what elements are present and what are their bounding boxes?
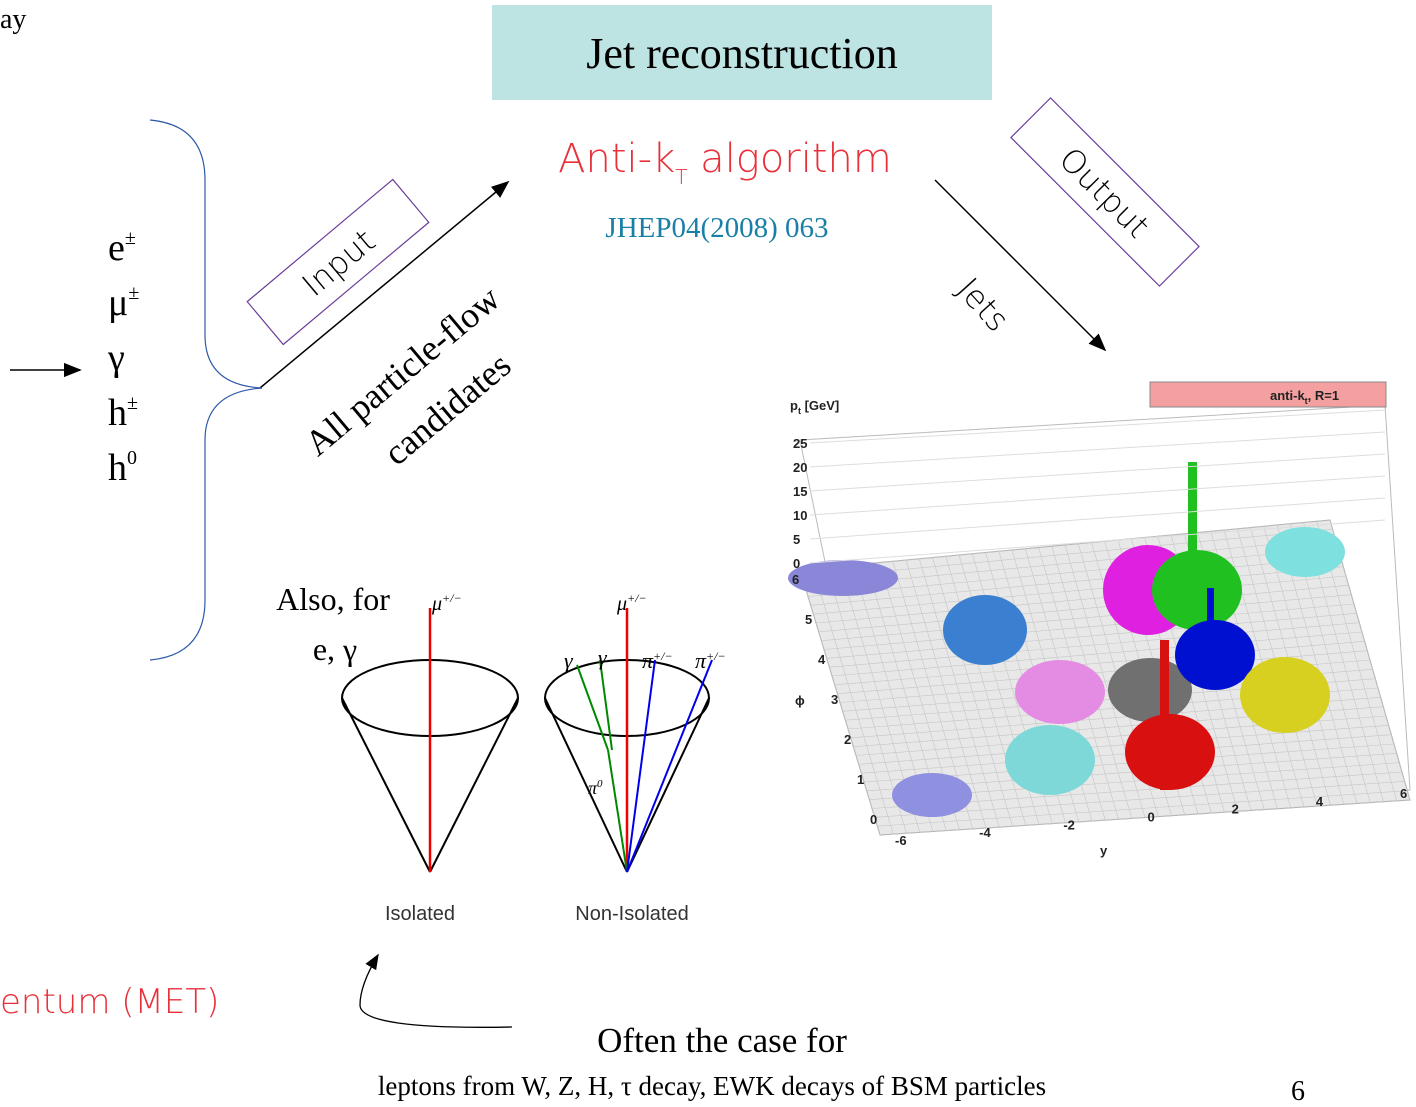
title: Jet reconstruction	[586, 29, 898, 78]
y-tick-label: 2	[1232, 802, 1239, 817]
particle-sup: ±	[125, 227, 136, 249]
z-tick-label: 5	[793, 532, 800, 547]
z-tick-label: 20	[793, 460, 807, 475]
pion-1-sup: +/−	[653, 649, 673, 663]
photon-1: γ	[564, 648, 574, 673]
particle-sup: ±	[128, 282, 139, 304]
particle-base: h	[108, 392, 127, 434]
particle: e±	[108, 227, 136, 269]
phi-tick-label: 2	[844, 732, 851, 747]
algorithm-name: Anti-kT algorithm	[558, 136, 892, 189]
page: ay Jet reconstruction Anti-kT algorithm …	[0, 0, 1416, 1107]
y-tick-label: 4	[1316, 794, 1324, 809]
z-tick-label: 15	[793, 484, 807, 499]
isolated-cone	[342, 608, 518, 872]
pion-0-sup: 0	[597, 778, 603, 790]
legend-suffix: , R=1	[1308, 388, 1339, 403]
algorithm-base: Anti-k	[558, 136, 675, 182]
input-arrow	[260, 182, 508, 388]
particle-sup: 0	[127, 447, 137, 469]
output-label: Output	[1052, 140, 1157, 245]
isolated-label: Isolated	[385, 903, 455, 925]
iso-muon-sup: +/−	[442, 591, 462, 605]
particle-base: μ	[108, 282, 128, 324]
note-line2: leptons from W, Z, H, τ decay, EWK decay…	[378, 1071, 1046, 1101]
phi-tick-label: 0	[870, 812, 877, 827]
particle-base: e	[108, 227, 125, 269]
phi-tick-label: 5	[805, 612, 812, 627]
phi-tick-label: 3	[831, 692, 838, 707]
phi-tick-label: 4	[818, 652, 826, 667]
pion-2: π+/−	[695, 648, 726, 673]
z-tick-label: 0	[793, 556, 800, 571]
z-tick-label: 25	[793, 436, 807, 451]
algorithm-subscript: T	[675, 165, 687, 189]
corner-text: ay	[0, 4, 26, 35]
iso-muon-base: μ	[431, 593, 442, 615]
z-label: pt [GeV]	[790, 398, 839, 416]
y-tick-label: 6	[1400, 786, 1407, 801]
particle: h±	[108, 392, 138, 434]
particle-base: h	[108, 447, 127, 489]
photon-2: γ	[598, 645, 608, 670]
legend-box	[1150, 382, 1386, 407]
note-line1: Often the case for	[597, 1021, 847, 1060]
particle: μ±	[108, 282, 139, 324]
phi-label: ϕ	[795, 693, 805, 708]
z-label-base: p	[790, 398, 798, 413]
input-tag: Input	[247, 179, 429, 344]
z-tick-label: 10	[793, 508, 807, 523]
slide: ay Jet reconstruction Anti-kT algorithm …	[0, 0, 1416, 1107]
note-arrow	[360, 955, 512, 1027]
particle-base: γ	[107, 337, 125, 379]
noniso-muon: μ+/−	[616, 591, 647, 615]
legend-base: anti-k	[1270, 388, 1305, 403]
jet-plot: anti-kt, R=1 pt [GeV] ϕ y 25201510506543…	[788, 382, 1410, 858]
particle: γ	[107, 337, 125, 379]
particle: h0	[108, 447, 137, 489]
input-label: Input	[295, 222, 383, 304]
particle-list: e±μ±γh±h0	[107, 227, 139, 489]
pion-0: π0	[588, 778, 603, 798]
brace	[150, 120, 262, 660]
phi-tick-label: 6	[792, 572, 799, 587]
phi-tick-label: 1	[857, 772, 864, 787]
y-tick-label: -6	[895, 833, 907, 848]
noniso-muon-sup: +/−	[627, 591, 647, 605]
y-tick-label: -4	[979, 825, 991, 840]
non-isolated-label: Non-Isolated	[575, 903, 688, 925]
jets-label: Jets	[950, 270, 1017, 339]
reference: JHEP04(2008) 063	[605, 212, 828, 244]
z-label-suffix: [GeV]	[801, 398, 839, 413]
output-tag: Output	[1011, 98, 1199, 286]
y-tick-label: 0	[1148, 810, 1155, 825]
algorithm-suffix: algorithm	[687, 136, 891, 182]
particle-sup: ±	[127, 392, 138, 414]
pion-2-sup: +/−	[706, 649, 726, 663]
y-label: y	[1100, 843, 1108, 858]
also-line1: Also, for	[276, 581, 390, 617]
pion-1: π+/−	[642, 648, 673, 673]
also-line2: e, γ	[313, 631, 357, 667]
y-tick-label: -2	[1063, 817, 1075, 832]
iso-muon: μ+/−	[431, 591, 462, 615]
noniso-muon-base: μ	[616, 593, 627, 615]
met-text: entum (MET)	[0, 982, 219, 1022]
page-number: 6	[1291, 1076, 1305, 1107]
